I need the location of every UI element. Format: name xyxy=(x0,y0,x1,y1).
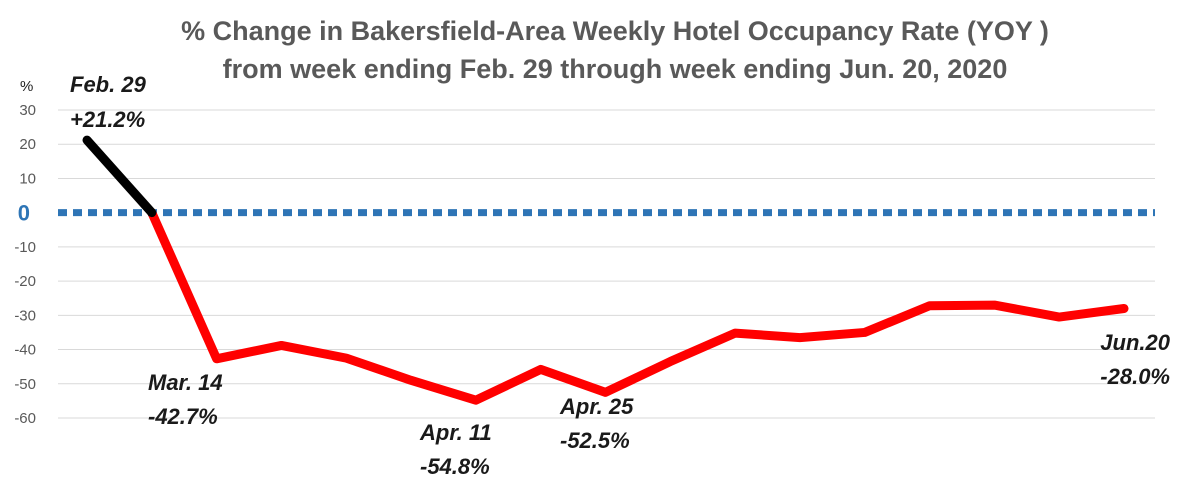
gridlines xyxy=(58,109,1155,419)
y-tick-label: 20 xyxy=(19,136,36,153)
annotations: Feb. 29 +21.2% Mar. 14 -42.7% Apr. 11 -54.8% A… xyxy=(70,72,1171,479)
annotation-date: Mar. 14 xyxy=(148,370,223,395)
annotation-date: Apr. 25 xyxy=(559,394,634,419)
annotation-value: +21.2% xyxy=(70,107,145,132)
y-tick-labels: 30 20 10 0 -10 -20 -30 -40 -50 -60 xyxy=(14,102,36,427)
annotation-value: -54.8% xyxy=(420,454,490,479)
y-tick-label: -60 xyxy=(14,410,36,427)
y-tick-label: -10 xyxy=(14,239,36,256)
series-segment-early xyxy=(82,135,157,218)
annotation-value: -52.5% xyxy=(560,428,630,453)
chart-subtitle: from week ending Feb. 29 through week en… xyxy=(222,54,1008,84)
y-tick-label: -40 xyxy=(14,342,36,359)
y-tick-label: -30 xyxy=(14,307,36,324)
y-tick-label: 0 xyxy=(18,201,30,226)
annotation-date: Feb. 29 xyxy=(70,72,147,97)
y-axis-label: % xyxy=(20,78,33,95)
annotation-value: -42.7% xyxy=(148,404,218,429)
y-tick-label: -20 xyxy=(14,273,36,290)
series-segment-late xyxy=(147,208,1129,405)
chart-title: % Change in Bakersfield-Area Weekly Hote… xyxy=(181,16,1049,46)
y-tick-label: -50 xyxy=(14,376,36,393)
y-tick-label: 10 xyxy=(19,170,36,187)
annotation-value: -28.0% xyxy=(1100,364,1170,389)
annotation-date: Jun.20 xyxy=(1100,330,1170,355)
annotation-date: Apr. 11 xyxy=(419,420,492,445)
y-tick-label: 30 xyxy=(19,102,36,119)
series-line xyxy=(82,135,1129,405)
